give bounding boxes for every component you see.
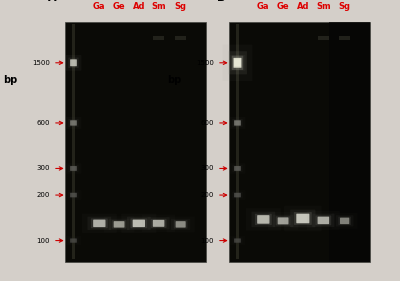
FancyBboxPatch shape [232, 56, 243, 70]
FancyBboxPatch shape [66, 117, 81, 129]
Bar [175, 35, 186, 40]
FancyBboxPatch shape [130, 218, 147, 228]
Text: Sm: Sm [316, 2, 331, 11]
FancyBboxPatch shape [174, 220, 188, 228]
Text: Sg: Sg [339, 2, 351, 11]
FancyBboxPatch shape [234, 58, 242, 68]
Bar [72, 24, 75, 259]
FancyBboxPatch shape [68, 58, 79, 68]
Text: Ga: Ga [93, 2, 106, 11]
FancyBboxPatch shape [312, 214, 334, 227]
FancyBboxPatch shape [234, 239, 241, 243]
FancyBboxPatch shape [257, 215, 270, 224]
FancyBboxPatch shape [234, 120, 241, 126]
FancyBboxPatch shape [234, 59, 241, 66]
Bar [339, 35, 350, 40]
FancyBboxPatch shape [296, 214, 309, 223]
FancyBboxPatch shape [66, 163, 81, 174]
Text: 100: 100 [36, 237, 50, 244]
FancyBboxPatch shape [153, 220, 164, 227]
FancyBboxPatch shape [232, 192, 243, 198]
FancyBboxPatch shape [68, 165, 79, 172]
FancyBboxPatch shape [66, 236, 81, 245]
Text: Ge: Ge [277, 2, 289, 11]
FancyBboxPatch shape [70, 193, 77, 197]
FancyBboxPatch shape [133, 220, 145, 227]
FancyBboxPatch shape [276, 216, 290, 225]
Text: 600: 600 [200, 120, 214, 126]
Text: 300: 300 [200, 166, 214, 171]
Text: Ga: Ga [257, 2, 270, 11]
FancyBboxPatch shape [230, 190, 245, 200]
FancyBboxPatch shape [222, 45, 252, 81]
FancyBboxPatch shape [273, 215, 294, 227]
Text: B: B [217, 0, 225, 3]
Text: Ad: Ad [132, 2, 145, 11]
FancyBboxPatch shape [127, 217, 151, 230]
FancyBboxPatch shape [232, 165, 243, 172]
FancyBboxPatch shape [70, 166, 77, 171]
Bar [330, 22, 370, 262]
FancyBboxPatch shape [66, 55, 81, 71]
FancyBboxPatch shape [340, 218, 349, 224]
FancyBboxPatch shape [176, 221, 186, 228]
FancyBboxPatch shape [88, 217, 111, 230]
FancyBboxPatch shape [316, 216, 331, 225]
FancyBboxPatch shape [234, 166, 241, 171]
FancyBboxPatch shape [338, 217, 351, 225]
FancyBboxPatch shape [278, 217, 288, 224]
FancyBboxPatch shape [230, 55, 245, 71]
FancyBboxPatch shape [68, 237, 79, 244]
FancyBboxPatch shape [232, 237, 243, 244]
FancyBboxPatch shape [230, 163, 245, 174]
FancyBboxPatch shape [114, 221, 124, 228]
Bar [318, 35, 329, 40]
FancyBboxPatch shape [230, 117, 245, 129]
Text: Ad: Ad [296, 2, 309, 11]
FancyBboxPatch shape [171, 219, 190, 230]
Bar [153, 35, 164, 40]
FancyBboxPatch shape [91, 218, 108, 228]
FancyBboxPatch shape [66, 190, 81, 200]
Text: bp: bp [3, 75, 17, 85]
FancyBboxPatch shape [68, 192, 79, 198]
FancyBboxPatch shape [232, 58, 243, 68]
FancyBboxPatch shape [252, 212, 275, 227]
FancyBboxPatch shape [68, 119, 79, 127]
Text: 600: 600 [36, 120, 50, 126]
FancyBboxPatch shape [232, 119, 243, 127]
FancyBboxPatch shape [290, 210, 316, 227]
FancyBboxPatch shape [318, 217, 329, 224]
Text: bp: bp [167, 75, 181, 85]
FancyBboxPatch shape [230, 236, 245, 245]
Text: Sg: Sg [175, 2, 187, 11]
FancyBboxPatch shape [93, 220, 106, 227]
FancyBboxPatch shape [234, 193, 241, 197]
Text: 300: 300 [36, 166, 50, 171]
Text: 200: 200 [36, 192, 50, 198]
FancyBboxPatch shape [294, 212, 312, 225]
Text: Ge: Ge [113, 2, 125, 11]
Bar [236, 24, 239, 259]
Text: 1500: 1500 [196, 60, 214, 66]
Text: A: A [48, 0, 57, 3]
FancyBboxPatch shape [70, 59, 77, 66]
Text: 200: 200 [200, 192, 214, 198]
FancyBboxPatch shape [70, 120, 77, 126]
FancyBboxPatch shape [112, 220, 126, 228]
FancyBboxPatch shape [109, 219, 130, 230]
FancyBboxPatch shape [255, 214, 272, 225]
Text: 100: 100 [200, 237, 214, 244]
FancyBboxPatch shape [336, 215, 354, 226]
Text: 1500: 1500 [32, 60, 50, 66]
FancyBboxPatch shape [228, 51, 247, 74]
FancyBboxPatch shape [70, 239, 77, 243]
FancyBboxPatch shape [148, 217, 170, 230]
FancyBboxPatch shape [151, 219, 166, 228]
Text: Sm: Sm [151, 2, 166, 11]
